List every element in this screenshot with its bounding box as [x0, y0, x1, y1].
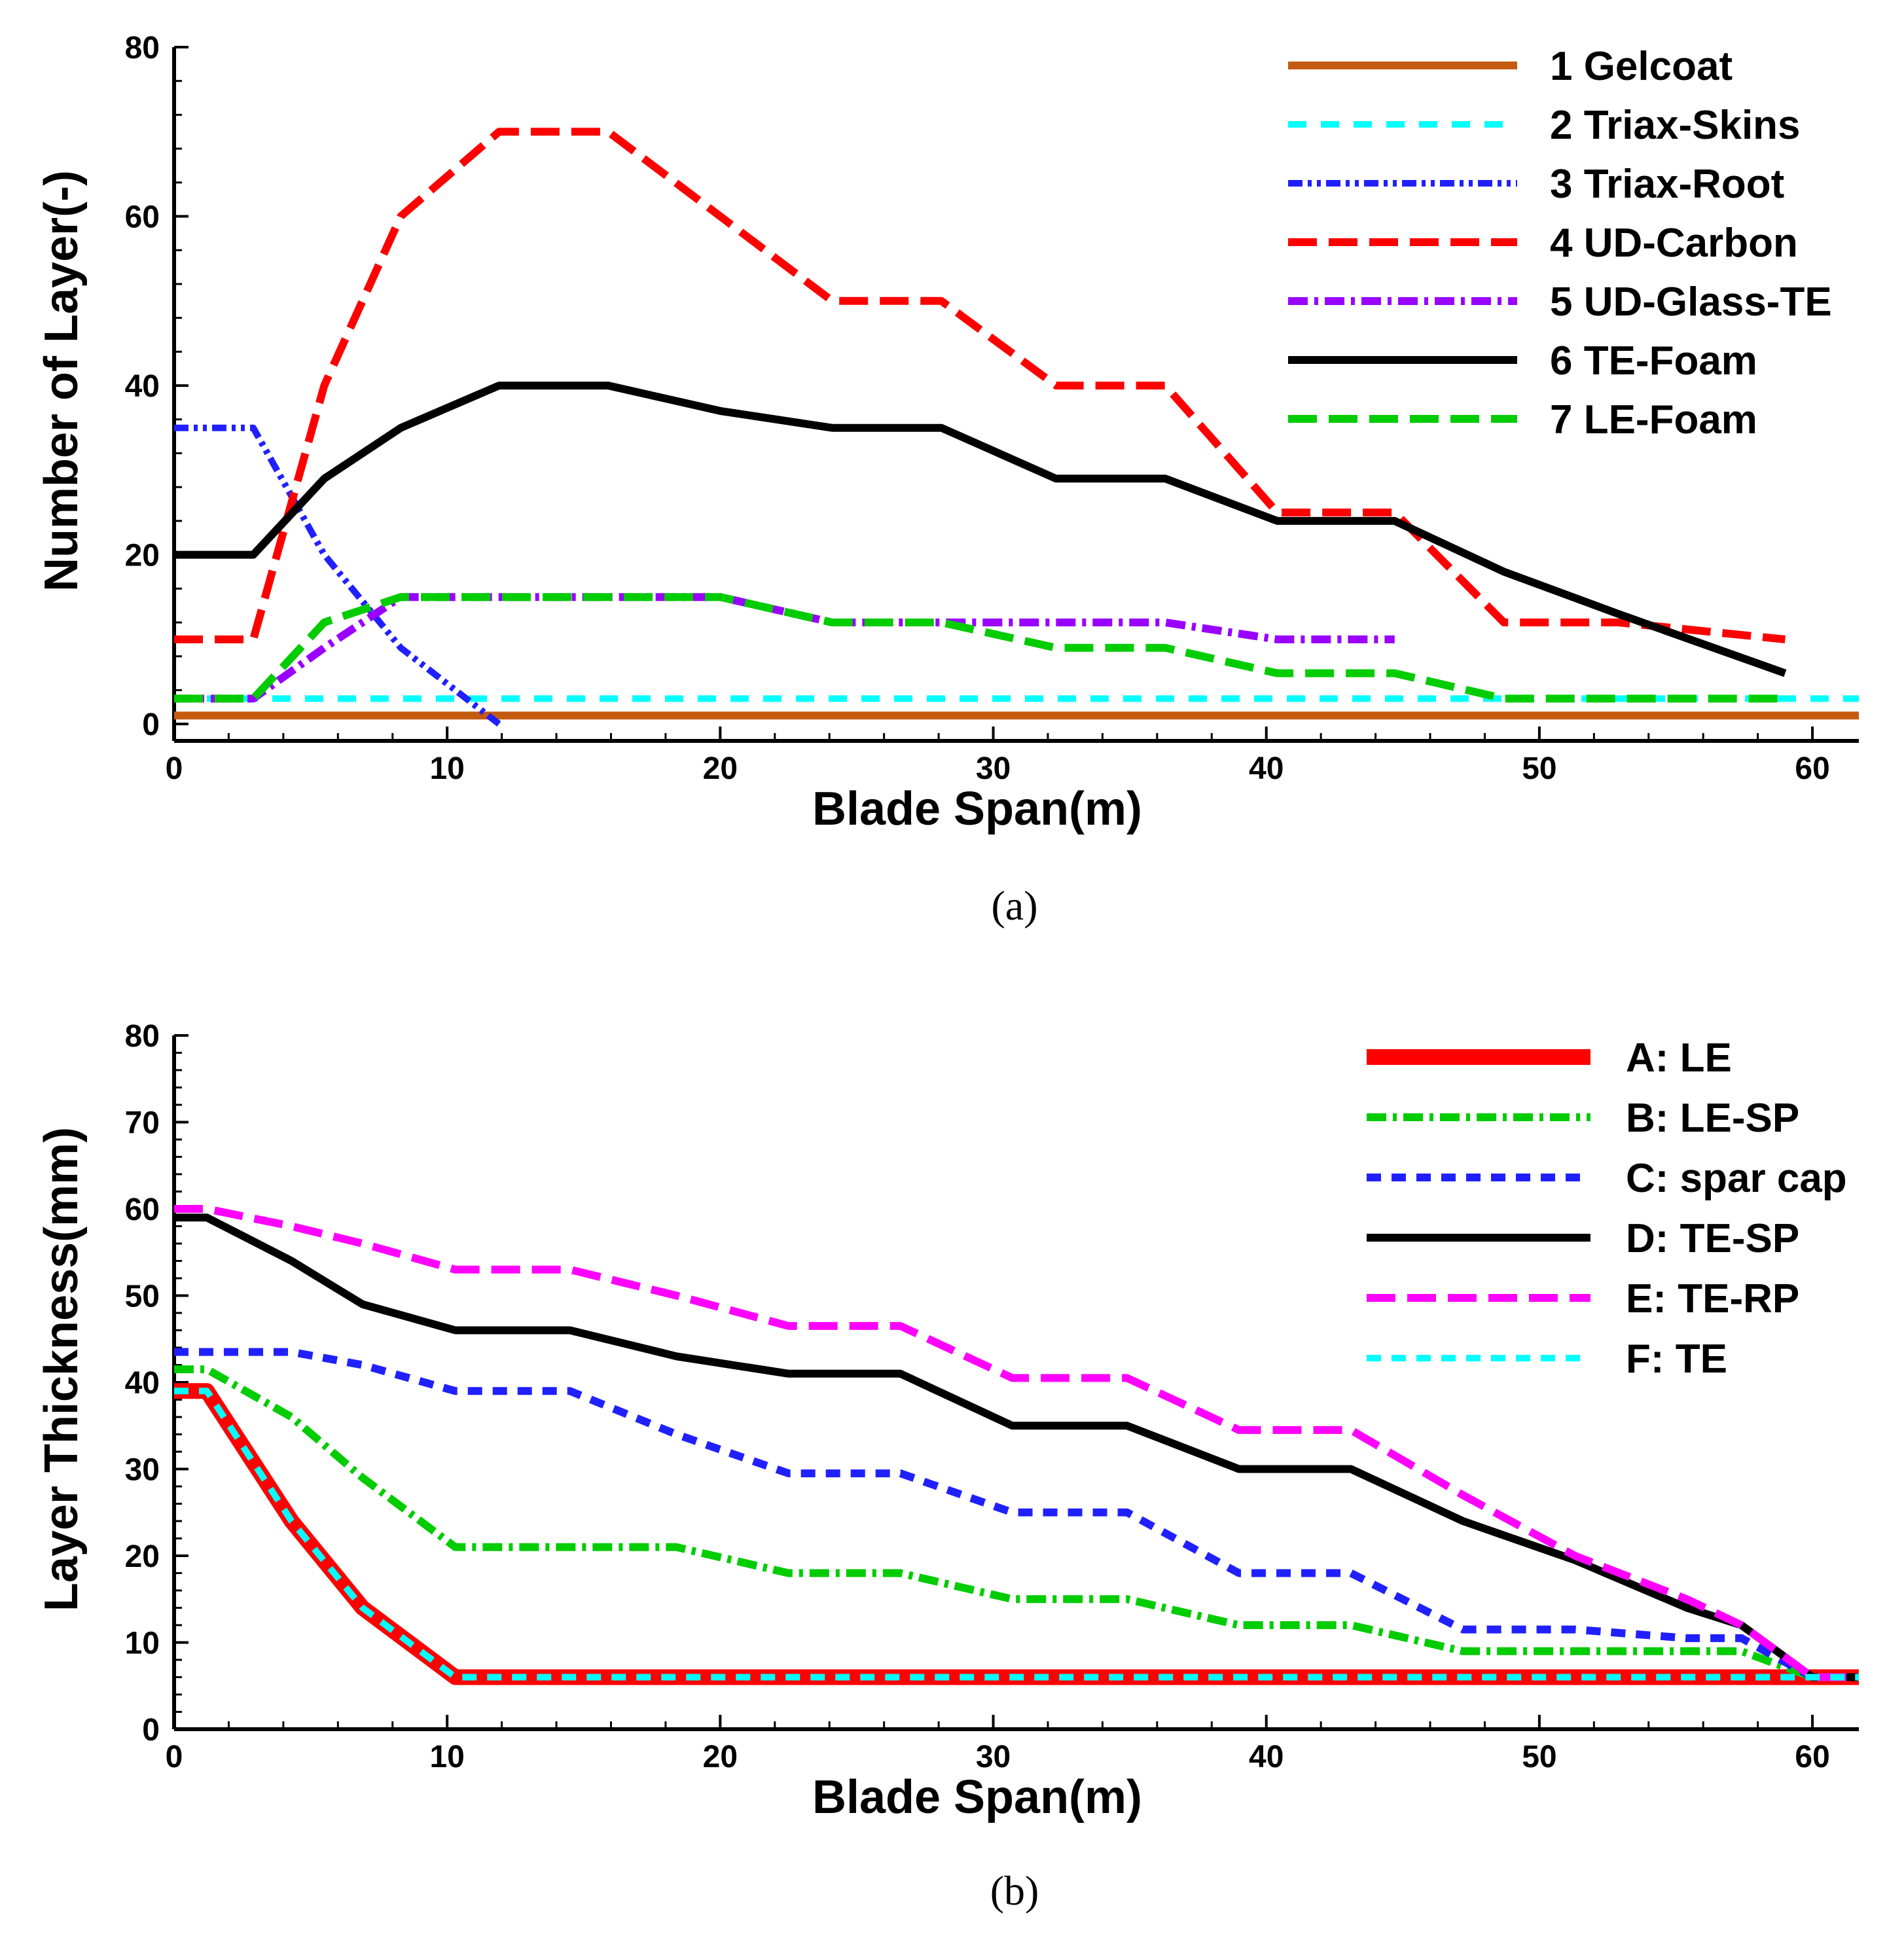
- chart-1-y-tick-label: 60: [125, 1193, 160, 1227]
- chart-1-y-tick-label: 50: [125, 1280, 160, 1314]
- chart-0-x-tick-label: 10: [429, 751, 464, 786]
- chart-1-x-tick-label: 20: [703, 1740, 738, 1774]
- chart-1-x-tick-label: 60: [1795, 1740, 1829, 1774]
- chart-0-legend-label-2: 2 Triax-Skins: [1550, 103, 1801, 148]
- chart-1-legend-label-2: B: LE-SP: [1626, 1096, 1799, 1141]
- chart-0-x-tick-label: 0: [166, 751, 183, 786]
- chart-0-series-line-4: [174, 128, 1786, 643]
- chart-1-series-line-2: [174, 1365, 1859, 1681]
- chart-0-x-tick-label: 20: [703, 751, 738, 786]
- chart-1-series-line-5: [174, 1205, 1859, 1681]
- chart-0-y-tick-label: 20: [125, 539, 160, 573]
- chart-1-x-tick-label: 40: [1249, 1740, 1284, 1774]
- chart-1-y-tick-label: 20: [125, 1539, 160, 1574]
- chart-1-y-tick-label: 0: [142, 1713, 160, 1748]
- chart-1-y-tick-label: 80: [125, 1019, 160, 1054]
- chart-0-panel-caption: (a): [991, 882, 1037, 929]
- chart-1-y-tick-label: 30: [125, 1453, 160, 1488]
- chart-1-x-tick-label: 0: [166, 1740, 183, 1774]
- chart-0-x-tick-label: 40: [1249, 751, 1284, 786]
- chart-0-y-axis-title: Number of Layer(-): [35, 170, 88, 592]
- chart-0-y-tick-label: 40: [125, 369, 160, 404]
- chart-0-series-line-6: [174, 382, 1787, 677]
- chart-1-panel-caption: (b): [990, 1867, 1039, 1914]
- chart-0-legend-label-4: 4 UD-Carbon: [1550, 221, 1798, 266]
- chart-1-y-axis-title: Layer Thickness(mm): [35, 1127, 88, 1611]
- chart-1-y-tick-label: 70: [125, 1106, 160, 1141]
- chart-0-x-axis-title: Blade Span(m): [812, 783, 1142, 835]
- chart-0-y-tick-label: 0: [142, 708, 160, 742]
- panel-b: 0 10 20 30 40 50 60 0 10 20 30 40 50 60 70 80 Blade Span…: [35, 1019, 1859, 1914]
- chart-1-x-tick-label: 50: [1522, 1740, 1556, 1774]
- chart-1-legend-label-4: D: TE-SP: [1626, 1216, 1799, 1261]
- chart-1-series-line-1: [174, 1383, 1859, 1685]
- chart-0-legend-label-1: 1 Gelcoat: [1550, 44, 1733, 89]
- chart-0-legend-label-6: 6 TE-Foam: [1550, 338, 1757, 384]
- chart-1-series-line-3: [174, 1348, 1859, 1681]
- chart-0-y-tick-label: 80: [125, 31, 160, 65]
- chart-1-legend-label-1: A: LE: [1626, 1035, 1732, 1081]
- chart-1-x-axis-title: Blade Span(m): [812, 1771, 1142, 1823]
- chart-0-legend-label-5: 5 UD-Glass-TE: [1550, 279, 1832, 325]
- chart-1-legend-label-6: F: TE: [1626, 1337, 1727, 1382]
- chart-1-series-line-6: [174, 1388, 1859, 1681]
- chart-0-y-tick-label: 60: [125, 200, 160, 235]
- chart-0-x-tick-label: 50: [1522, 751, 1556, 786]
- chart-1-legend-label-5: E: TE-RP: [1626, 1276, 1799, 1321]
- chart-1-x-tick-label: 30: [976, 1740, 1011, 1774]
- chart-1-y-tick-label: 10: [125, 1626, 160, 1661]
- chart-0-series-line-3: [174, 424, 501, 727]
- chart-1-y-tick-label: 40: [125, 1366, 160, 1401]
- chart-1-legend-label-3: C: spar cap: [1626, 1156, 1847, 1201]
- chart-0-x-tick-label: 60: [1795, 751, 1829, 786]
- chart-0-legend-label-7: 7 LE-Foam: [1550, 397, 1757, 442]
- chart-0-legend-label-3: 3 Triax-Root: [1550, 162, 1784, 207]
- chart-0-x-tick-label: 30: [976, 751, 1011, 786]
- panel-a: 0 10 20 30 40 50 60 0 20 40 60 80 Blade Span(m) Numbe…: [35, 31, 1859, 929]
- chart-1-x-tick-label: 10: [429, 1740, 464, 1774]
- chart-0-series-line-7: [174, 593, 1786, 703]
- chart-1-series-line-4: [174, 1213, 1859, 1681]
